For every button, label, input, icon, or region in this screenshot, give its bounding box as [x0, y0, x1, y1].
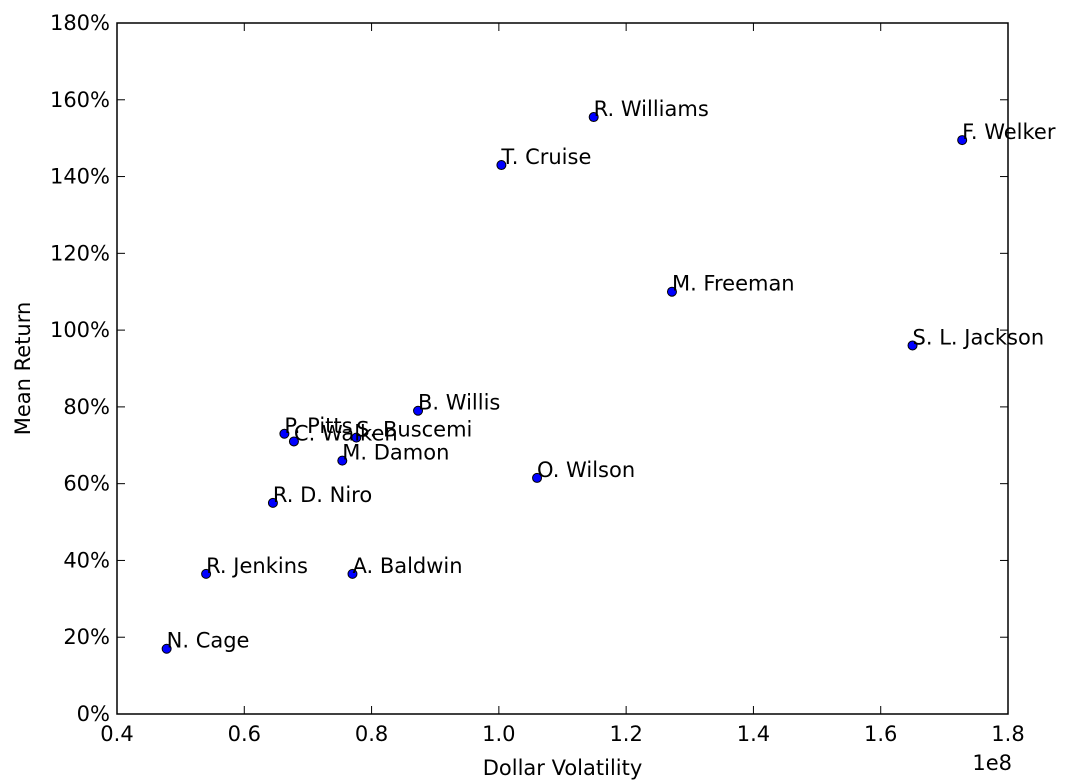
y-tick-label: 0%	[77, 702, 110, 726]
data-point	[907, 340, 918, 351]
data-point	[267, 497, 278, 508]
point-label: M. Damon	[342, 441, 449, 465]
y-axis-title: Mean Return	[11, 302, 35, 436]
data-point	[413, 405, 424, 416]
y-tick-label: 180%	[50, 11, 110, 35]
data-point	[496, 160, 507, 171]
point-label: R. Williams	[594, 97, 709, 121]
point-label: F. Welker	[962, 120, 1056, 144]
data-point	[532, 472, 543, 483]
point-label: P. Pitts	[284, 414, 352, 438]
x-tick-label: 1.8	[991, 722, 1024, 746]
point-label: O. Wilson	[537, 458, 635, 482]
y-tick-label: 120%	[50, 241, 110, 265]
x-tick-label: 0.6	[228, 722, 261, 746]
y-tick-label: 80%	[63, 395, 110, 419]
data-point	[161, 643, 172, 654]
point-label: A. Baldwin	[352, 554, 462, 578]
point-label: B. Willis	[418, 391, 500, 415]
data-point	[288, 436, 299, 447]
x-tick-label: 0.8	[355, 722, 388, 746]
x-tick-label: 1.0	[482, 722, 515, 746]
point-label: S. L. Jackson	[913, 325, 1045, 349]
data-point	[337, 455, 348, 466]
point-label: R. D. Niro	[273, 483, 372, 507]
x-tick-label: 1.4	[737, 722, 770, 746]
x-tick-label: 1.6	[864, 722, 897, 746]
data-point	[351, 432, 362, 443]
data-point	[666, 286, 677, 297]
y-tick-label: 100%	[50, 318, 110, 342]
data-point	[279, 428, 290, 439]
data-point	[957, 135, 968, 146]
data-point	[201, 568, 212, 579]
x-offset-label: 1e8	[972, 751, 1012, 775]
plot-frame	[116, 22, 1009, 715]
y-tick-label: 20%	[63, 625, 110, 649]
point-label: N. Cage	[167, 629, 250, 653]
data-point	[588, 112, 599, 123]
x-axis-title: Dollar Volatility	[483, 756, 643, 780]
point-label: M. Freeman	[672, 272, 795, 296]
point-label: S. Buscemi	[356, 418, 472, 442]
x-tick-label: 1.2	[609, 722, 642, 746]
point-label: T. Cruise	[500, 145, 591, 169]
data-point	[347, 568, 358, 579]
point-label: R. Jenkins	[206, 554, 308, 578]
y-tick-label: 40%	[63, 548, 110, 572]
point-label: C. Walken	[294, 421, 398, 445]
y-tick-label: 60%	[63, 472, 110, 496]
y-tick-label: 140%	[50, 165, 110, 189]
x-tick-label: 0.4	[100, 722, 133, 746]
y-tick-label: 160%	[50, 88, 110, 112]
